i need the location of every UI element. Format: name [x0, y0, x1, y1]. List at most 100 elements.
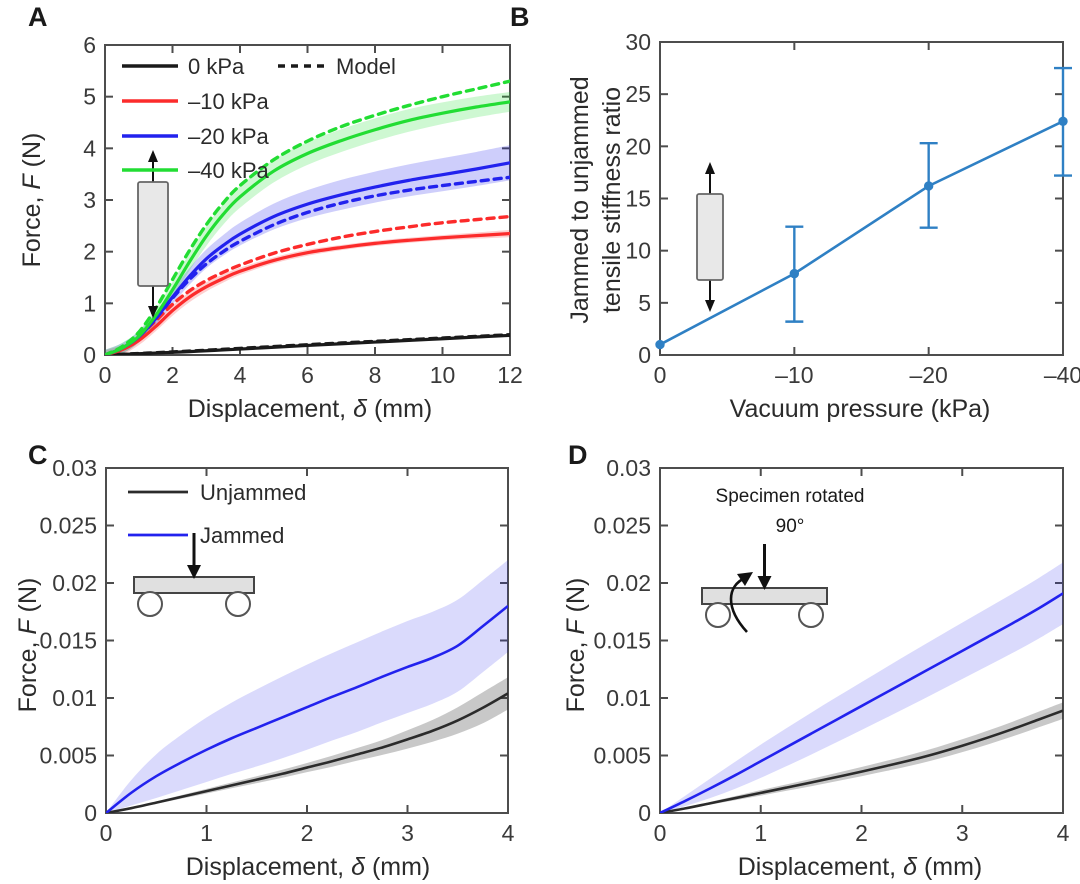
legend-label: –40 kPa [188, 158, 269, 183]
panel-a-legend: 0 kPa Model –10 kPa –20 kPa –40 kPa [122, 54, 396, 183]
svg-text:20: 20 [625, 133, 651, 159]
svg-text:4: 4 [1057, 820, 1070, 846]
svg-text:0: 0 [83, 342, 96, 368]
svg-text:1: 1 [83, 290, 96, 316]
svg-text:0.01: 0.01 [606, 685, 651, 711]
panel-b: B 0 –10 –20 –40 0 5 10 15 20 25 30 Jammed to unjamm… [510, 0, 1080, 440]
svg-text:6: 6 [83, 32, 96, 58]
confidence-band [105, 229, 510, 355]
panel-d-annotation-line1: Specimen rotated [716, 486, 865, 507]
svg-text:Displacement, δ (mm): Displacement, δ (mm) [188, 395, 433, 423]
panel-a: A 0 2 4 6 8 10 12 0 1 2 3 4 5 6 0 kPa Model –10 kPa –20 k… [0, 0, 540, 440]
panel-d-letter: D [568, 440, 588, 470]
series-line [106, 604, 508, 813]
svg-text:5: 5 [83, 84, 96, 110]
svg-text:0.015: 0.015 [39, 628, 97, 654]
panel-a-letter: A [28, 2, 48, 32]
svg-text:10: 10 [625, 238, 651, 264]
panel-b-ylabel: Jammed to unjammed [566, 76, 594, 323]
svg-text:0: 0 [100, 820, 113, 846]
panel-b-letter: B [510, 2, 530, 32]
series-line [105, 100, 510, 355]
panel-b-chart: 0 –10 –20 –40 0 5 10 15 20 25 30 Jammed to unjammed… [566, 29, 1080, 423]
series-line [660, 592, 1063, 813]
data-point [1058, 116, 1068, 126]
svg-text:10: 10 [430, 362, 456, 388]
panel-c-legend: Unjammed Jammed [128, 480, 306, 548]
svg-text:Jammed to unjammed: Jammed to unjammed [566, 76, 594, 323]
svg-text:Force, F (N): Force, F (N) [18, 133, 46, 268]
legend-label: Unjammed [200, 480, 306, 505]
svg-text:3: 3 [401, 820, 414, 846]
svg-text:0.005: 0.005 [39, 743, 97, 769]
confidence-band [106, 560, 508, 813]
panel-b-ylabel: tensile stiffness ratio [598, 87, 626, 313]
svg-text:15: 15 [625, 186, 651, 212]
svg-text:4: 4 [234, 362, 247, 388]
svg-text:0: 0 [638, 342, 651, 368]
panel-d-annotation-line2: 90° [776, 516, 805, 537]
svg-text:0: 0 [638, 800, 651, 826]
panel-b-series [655, 66, 1072, 350]
series-line [105, 333, 510, 355]
svg-text:Force, F (N): Force, F (N) [14, 578, 42, 713]
svg-text:2: 2 [855, 820, 868, 846]
svg-text:–20: –20 [909, 362, 947, 388]
svg-text:4: 4 [83, 135, 96, 161]
svg-text:0.02: 0.02 [52, 570, 97, 596]
svg-text:30: 30 [625, 29, 651, 55]
data-point [655, 339, 665, 350]
svg-text:0: 0 [654, 362, 667, 388]
svg-text:0.03: 0.03 [606, 455, 651, 481]
svg-text:0: 0 [99, 362, 112, 388]
svg-text:0.02: 0.02 [606, 570, 651, 596]
svg-text:0.025: 0.025 [39, 513, 97, 539]
svg-text:25: 25 [625, 81, 651, 107]
svg-text:6: 6 [301, 362, 314, 388]
svg-text:0.005: 0.005 [593, 743, 651, 769]
series-line [659, 120, 1064, 346]
legend-label: 0 kPa [188, 54, 245, 79]
three-point-bend-rotated-inset [701, 544, 828, 633]
legend-label: Jammed [200, 523, 284, 548]
tensile-specimen-inset [137, 150, 169, 318]
panel-d: D 0 1 2 3 4 0 0.005 0.01 0.015 0.02 0.025 0.03 Speci… [540, 440, 1080, 884]
svg-text:3: 3 [956, 820, 969, 846]
svg-text:3: 3 [83, 187, 96, 213]
series-line [105, 79, 510, 355]
panel-c-chart: 0 1 2 3 4 0 0.005 0.01 0.015 0.02 0.025 0.03 Unjamme… [14, 455, 515, 881]
confidence-band [660, 562, 1063, 813]
legend-label: –10 kPa [188, 89, 269, 114]
tensile-specimen-inset [696, 162, 724, 312]
panel-c: C 0 1 2 3 4 0 0.005 0.01 0.015 0.02 0.025 0.03 Unjam… [0, 440, 540, 884]
svg-text:2: 2 [83, 239, 96, 265]
panel-d-chart: 0 1 2 3 4 0 0.005 0.01 0.015 0.02 0.025 0.03 Specime… [562, 455, 1070, 881]
series-line [106, 692, 508, 813]
svg-text:0.015: 0.015 [593, 628, 651, 654]
svg-text:4: 4 [502, 820, 515, 846]
svg-text:1: 1 [200, 820, 213, 846]
series-line [660, 709, 1063, 813]
svg-text:12: 12 [497, 362, 523, 388]
svg-text:2: 2 [166, 362, 179, 388]
panel-c-letter: C [28, 440, 48, 470]
svg-text:–40: –40 [1044, 362, 1080, 388]
svg-text:Displacement, δ (mm): Displacement, δ (mm) [186, 853, 431, 881]
svg-text:0: 0 [84, 800, 97, 826]
panel-b-xlabel: Vacuum pressure (kPa) [730, 395, 991, 423]
data-point [923, 181, 934, 191]
svg-text:1: 1 [754, 820, 767, 846]
svg-text:0.025: 0.025 [593, 513, 651, 539]
svg-text:Force, F (N): Force, F (N) [562, 578, 590, 713]
series-line [105, 231, 510, 355]
legend-label: Model [336, 54, 396, 79]
svg-text:5: 5 [638, 290, 651, 316]
three-point-bend-inset [133, 533, 255, 617]
svg-text:tensile stiffness ratio: tensile stiffness ratio [598, 87, 626, 313]
svg-text:Displacement, δ (mm): Displacement, δ (mm) [738, 853, 983, 881]
svg-text:0.03: 0.03 [52, 455, 97, 481]
svg-text:8: 8 [369, 362, 382, 388]
svg-text:–10: –10 [775, 362, 813, 388]
legend-label: –20 kPa [188, 124, 269, 149]
